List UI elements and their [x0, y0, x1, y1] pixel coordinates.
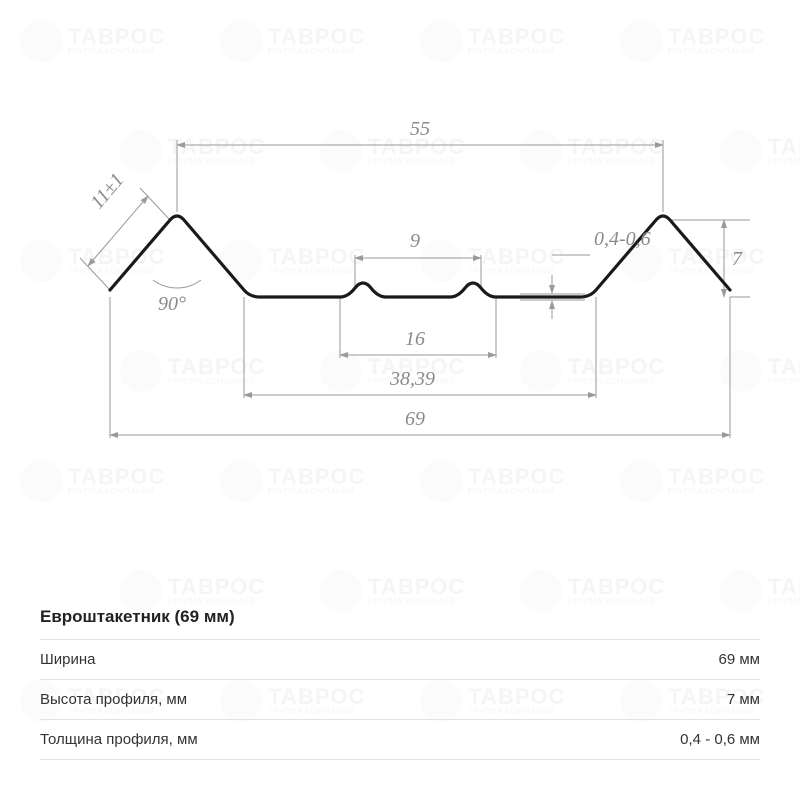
dim-7: 7 [732, 248, 742, 271]
table-row: Толщина профиля, мм 0,4 - 0,6 мм [40, 719, 760, 760]
dim-3839: 38,39 [390, 368, 435, 391]
table-row: Ширина 69 мм [40, 639, 760, 679]
dim-thick: 0,4-0,6 [594, 228, 651, 251]
spec-value: 7 мм [727, 691, 760, 708]
spec-value: 69 мм [719, 651, 760, 668]
profile-svg [50, 100, 750, 460]
dim-16: 16 [405, 328, 425, 351]
spec-value: 0,4 - 0,6 мм [680, 731, 760, 748]
dim-69: 69 [405, 408, 425, 431]
spec-label: Ширина [40, 651, 95, 668]
spec-title: Евроштакетник (69 мм) [40, 599, 760, 639]
spec-label: Высота профиля, мм [40, 691, 187, 708]
table-row: Высота профиля, мм 7 мм [40, 679, 760, 719]
dim-9: 9 [410, 230, 420, 253]
dim-90deg: 90° [158, 293, 186, 316]
dim-55: 55 [410, 118, 430, 141]
spec-label: Толщина профиля, мм [40, 731, 198, 748]
specifications-table: Евроштакетник (69 мм) Ширина 69 мм Высот… [40, 599, 760, 760]
technical-drawing: 55 11±1 90° 9 0,4-0,6 7 16 38,39 69 [50, 100, 750, 460]
